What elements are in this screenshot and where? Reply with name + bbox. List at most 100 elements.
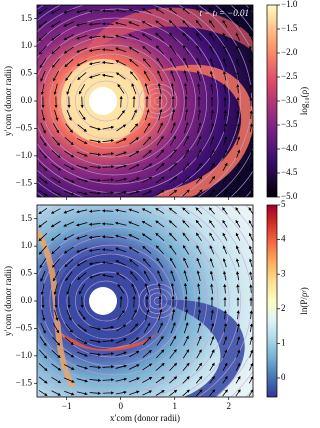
velocity-arrow — [38, 45, 47, 55]
velocity-arrow — [64, 190, 75, 196]
velocity-arrow — [89, 365, 102, 369]
contour — [83, 80, 129, 122]
velocity-arrow — [142, 163, 153, 171]
velocity-arrow — [249, 149, 253, 158]
velocity-arrow — [209, 162, 215, 171]
velocity-arrow — [223, 322, 227, 333]
velocity-arrow — [195, 375, 203, 384]
velocity-arrow — [53, 283, 58, 296]
velocity-arrow — [155, 390, 165, 396]
contour — [148, 292, 168, 310]
velocity-arrow — [130, 123, 139, 133]
velocity-arrow — [77, 124, 87, 132]
velocity-arrow — [156, 257, 164, 268]
x-axis-label: x′com (donor radii) — [110, 413, 180, 423]
velocity-arrow — [101, 248, 114, 252]
velocity-arrow — [38, 390, 48, 397]
velocity-arrow — [169, 335, 177, 346]
velocity-arrow — [222, 258, 227, 268]
velocity-arrow — [51, 350, 61, 359]
velocity-arrow — [38, 176, 48, 184]
velocity-arrow — [115, 151, 127, 157]
velocity-arrow — [117, 283, 125, 294]
velocity-arrow — [38, 233, 48, 242]
velocity-arrow — [209, 19, 215, 28]
velocity-arrow — [89, 378, 102, 382]
velocity-arrow — [248, 19, 253, 28]
velocity-arrow — [114, 234, 127, 239]
velocity-arrow — [143, 122, 151, 133]
contour — [83, 280, 129, 322]
velocity-arrow — [248, 375, 253, 384]
velocity-arrow — [249, 136, 253, 145]
colorbar — [266, 4, 278, 198]
velocity-arrow — [51, 176, 62, 184]
velocity-arrow — [78, 284, 86, 295]
velocity-arrow — [102, 178, 115, 182]
velocity-arrow — [249, 349, 253, 358]
velocity-arrow — [195, 7, 203, 15]
colorbar-tick-label: −4.5 — [281, 167, 298, 177]
velocity-arrow — [101, 235, 114, 239]
y-tick-label: −1.5 — [16, 377, 33, 387]
velocity-arrow — [168, 232, 177, 242]
velocity-arrow — [183, 257, 189, 268]
velocity-arrow — [195, 207, 203, 215]
velocity-arrow — [222, 7, 228, 15]
velocity-arrow — [157, 282, 162, 295]
colorbar-tick-label: −2.5 — [281, 71, 298, 81]
velocity-arrow — [65, 323, 73, 333]
velocity-arrow — [142, 45, 152, 54]
velocity-arrow — [53, 270, 59, 282]
velocity-arrow — [52, 336, 61, 346]
velocity-arrow — [52, 123, 60, 134]
velocity-arrow — [102, 352, 115, 356]
tail — [158, 300, 245, 397]
velocity-arrow — [249, 336, 253, 345]
velocity-arrow — [183, 70, 188, 82]
velocity-arrow — [102, 152, 115, 156]
velocity-arrow — [182, 232, 190, 242]
velocity-arrow — [196, 162, 203, 171]
velocity-arrow — [101, 61, 114, 65]
velocity-arrow — [114, 34, 127, 39]
velocity-arrow — [128, 208, 140, 214]
velocity-arrow — [66, 309, 72, 321]
velocity-arrow — [76, 351, 88, 357]
velocity-arrow — [196, 270, 201, 281]
y-tick-label: 1.5 — [21, 213, 33, 223]
velocity-arrow — [76, 34, 88, 40]
velocity-arrow — [183, 322, 189, 334]
contour — [37, 5, 253, 197]
velocity-arrow — [235, 375, 241, 384]
velocity-arrow — [223, 70, 227, 81]
velocity-arrow — [115, 177, 128, 182]
velocity-arrow — [235, 207, 241, 215]
colorbar-tick-label: −3.5 — [281, 119, 298, 129]
velocity-arrow — [102, 365, 115, 369]
velocity-arrow — [195, 189, 203, 197]
velocity-arrow — [76, 191, 88, 196]
velocity-arrow — [210, 335, 215, 346]
velocity-arrow — [209, 245, 215, 255]
contour — [37, 5, 241, 197]
velocity-arrow — [223, 122, 227, 133]
velocity-arrow — [169, 389, 178, 397]
velocity-arrow — [88, 48, 101, 53]
velocity-arrow — [249, 123, 253, 133]
velocity-arrow — [39, 136, 47, 147]
velocity-arrow — [128, 34, 140, 40]
velocity-arrow — [115, 164, 128, 169]
colorbar-tick-label: 5 — [281, 199, 286, 209]
velocity-arrow — [168, 32, 177, 42]
velocity-arrow — [101, 22, 114, 26]
velocity-arrow — [170, 70, 176, 82]
velocity-arrow — [222, 375, 228, 384]
velocity-arrow — [184, 108, 189, 121]
velocity-arrow — [196, 232, 202, 242]
velocity-arrow — [142, 258, 151, 268]
velocity-arrow — [182, 44, 190, 55]
velocity-arrow — [54, 309, 59, 322]
velocity-arrow — [222, 162, 228, 171]
velocity-arrow — [183, 282, 188, 295]
